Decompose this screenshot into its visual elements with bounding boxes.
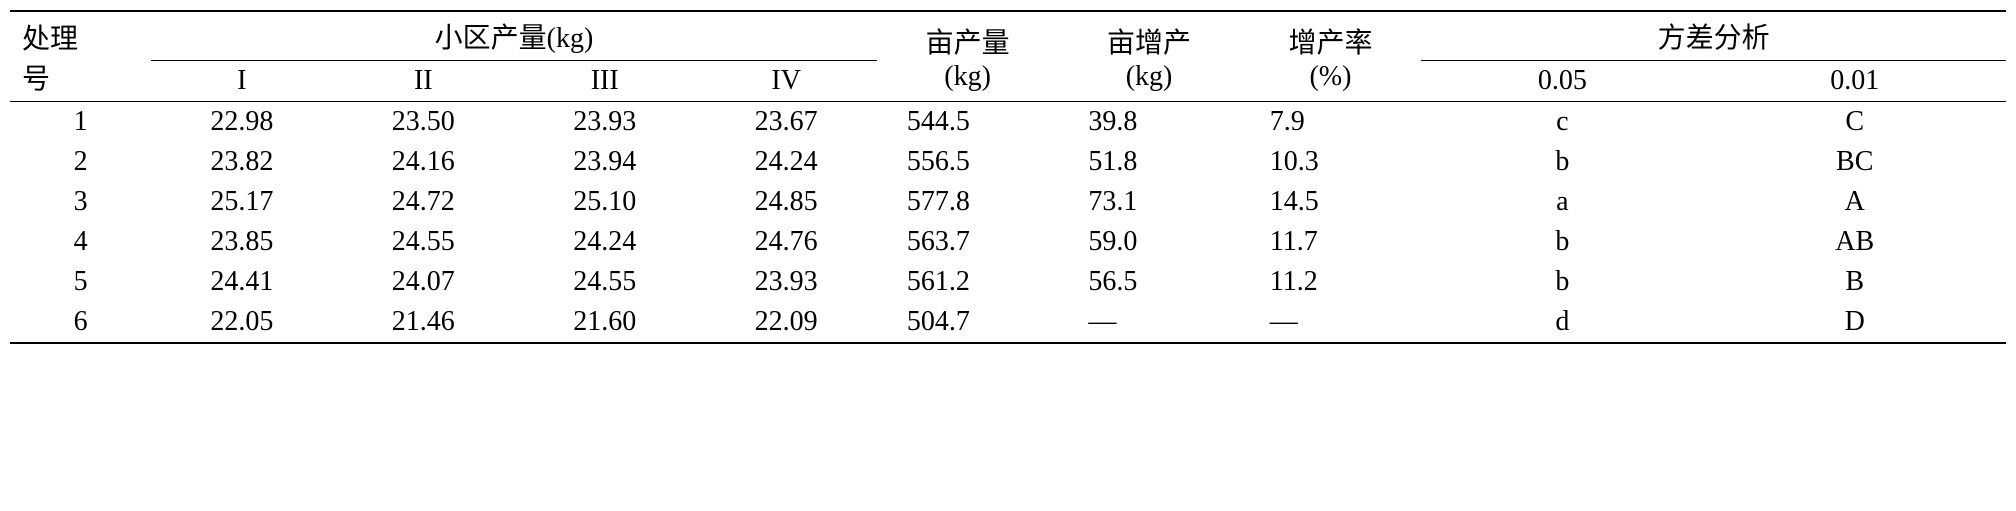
cell-ii: 24.72 [333,182,514,222]
cell-mu-increase: 73.1 [1058,182,1239,222]
cell-rate: — [1240,302,1421,343]
cell-iii: 21.60 [514,302,695,343]
cell-iv: 24.24 [695,142,876,182]
cell-iv: 24.85 [695,182,876,222]
header-treatment-line1: 处理 [22,24,78,55]
cell-mu-yield: 556.5 [877,142,1058,182]
cell-rate: 11.7 [1240,222,1421,262]
cell-mu-yield: 544.5 [877,102,1058,143]
cell-no: 2 [10,142,151,182]
cell-sig05: c [1421,102,1703,143]
cell-rate: 10.3 [1240,142,1421,182]
table-row: 325.1724.7225.1024.85577.873.114.5aA [10,182,2006,222]
cell-no: 5 [10,262,151,302]
cell-i: 22.05 [151,302,332,343]
cell-mu-increase: 39.8 [1058,102,1239,143]
header-treatment-line2: 号 [22,64,50,95]
cell-no: 6 [10,302,151,343]
header-mu-yield: 亩产量 (kg) [877,11,1058,102]
table-row: 622.0521.4621.6022.09504.7——dD [10,302,2006,343]
table-row: 524.4124.0724.5523.93561.256.511.2bB [10,262,2006,302]
table-row: 423.8524.5524.2424.76563.759.011.7bAB [10,222,2006,262]
cell-rate: 11.2 [1240,262,1421,302]
header-increase-rate: 增产率 (%) [1240,11,1421,102]
header-col-i: I [151,61,332,102]
header-sig-005: 0.05 [1421,61,1703,102]
header-rate-line2: (%) [1309,61,1351,92]
cell-sig01: D [1703,302,2006,343]
header-col-ii: II [333,61,514,102]
cell-i: 23.85 [151,222,332,262]
cell-mu-increase: — [1058,302,1239,343]
cell-iii: 23.93 [514,102,695,143]
header-mu-increase: 亩增产 (kg) [1058,11,1239,102]
header-mu-increase-line1: 亩增产 [1107,28,1191,59]
cell-ii: 24.07 [333,262,514,302]
cell-ii: 24.16 [333,142,514,182]
cell-ii: 23.50 [333,102,514,143]
cell-no: 1 [10,102,151,143]
cell-iv: 23.93 [695,262,876,302]
cell-iii: 24.55 [514,262,695,302]
cell-sig01: B [1703,262,2006,302]
cell-sig05: d [1421,302,1703,343]
cell-iv: 24.76 [695,222,876,262]
header-variance: 方差分析 [1421,11,2006,61]
cell-rate: 7.9 [1240,102,1421,143]
cell-mu-increase: 51.8 [1058,142,1239,182]
cell-mu-yield: 504.7 [877,302,1058,343]
cell-ii: 24.55 [333,222,514,262]
header-sig-001: 0.01 [1703,61,2006,102]
header-plot-yield: 小区产量(kg) [151,11,877,61]
cell-sig05: a [1421,182,1703,222]
cell-sig05: b [1421,222,1703,262]
cell-ii: 21.46 [333,302,514,343]
header-rate-line1: 增产率 [1288,28,1372,59]
cell-iii: 23.94 [514,142,695,182]
header-row-1: 处理 号 小区产量(kg) 亩产量 (kg) 亩增产 (kg) 增产率 (%) … [10,11,2006,61]
table-row: 223.8224.1623.9424.24556.551.810.3bBC [10,142,2006,182]
cell-iii: 24.24 [514,222,695,262]
header-col-iii: III [514,61,695,102]
cell-i: 22.98 [151,102,332,143]
cell-sig01: BC [1703,142,2006,182]
cell-i: 24.41 [151,262,332,302]
header-col-iv: IV [695,61,876,102]
cell-mu-increase: 56.5 [1058,262,1239,302]
cell-sig05: b [1421,142,1703,182]
header-mu-increase-line2: (kg) [1126,61,1173,92]
cell-mu-increase: 59.0 [1058,222,1239,262]
cell-iii: 25.10 [514,182,695,222]
header-mu-yield-line1: 亩产量 [926,28,1010,59]
header-treatment-no: 处理 号 [10,11,151,102]
data-table: 处理 号 小区产量(kg) 亩产量 (kg) 亩增产 (kg) 增产率 (%) … [10,10,2006,344]
cell-iv: 22.09 [695,302,876,343]
cell-mu-yield: 561.2 [877,262,1058,302]
cell-sig01: AB [1703,222,2006,262]
table-row: 122.9823.5023.9323.67544.539.87.9cC [10,102,2006,143]
cell-i: 25.17 [151,182,332,222]
cell-rate: 14.5 [1240,182,1421,222]
cell-no: 4 [10,222,151,262]
cell-sig01: A [1703,182,2006,222]
table-body: 122.9823.5023.9323.67544.539.87.9cC223.8… [10,102,2006,344]
cell-mu-yield: 577.8 [877,182,1058,222]
cell-i: 23.82 [151,142,332,182]
cell-sig05: b [1421,262,1703,302]
cell-sig01: C [1703,102,2006,143]
header-mu-yield-line2: (kg) [944,61,991,92]
cell-mu-yield: 563.7 [877,222,1058,262]
cell-no: 3 [10,182,151,222]
cell-iv: 23.67 [695,102,876,143]
